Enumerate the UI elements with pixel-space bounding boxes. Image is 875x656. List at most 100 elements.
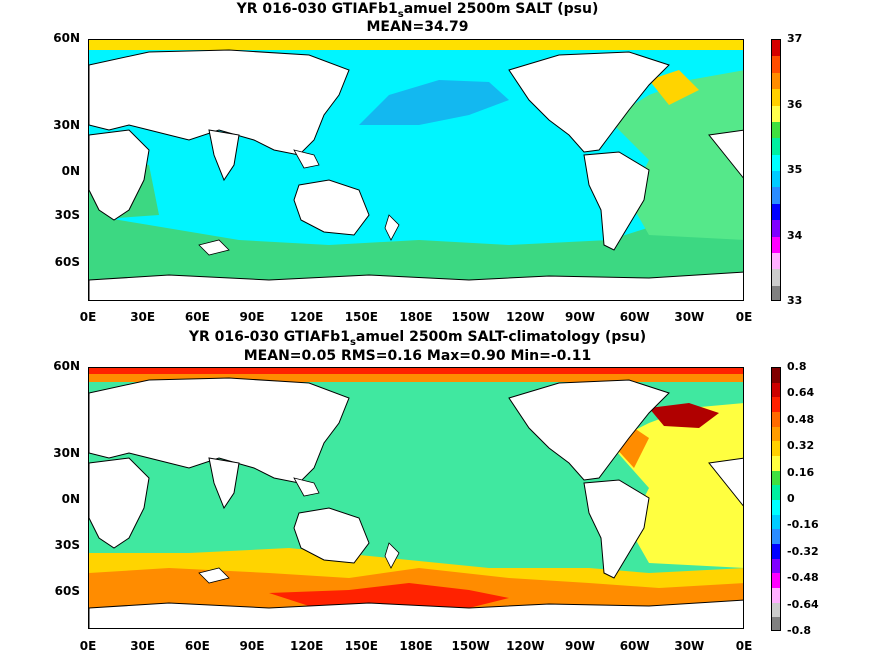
map2-title: YR 016-030 GTIAFb1samuel 2500m SALT-clim…	[188, 329, 647, 348]
map2-colorbar-swatch	[772, 411, 780, 427]
map2-land-africa-east	[708, 457, 743, 507]
map2-lon-label: 180E	[399, 639, 433, 653]
map2-colorbar-swatch	[772, 470, 780, 486]
map2-lon-label: 90E	[239, 639, 265, 653]
map2-colorbar-swatch	[772, 543, 780, 559]
map1-colorbar-swatch	[772, 138, 780, 155]
map2-lon-label: 120E	[290, 639, 324, 653]
map2-colorbar-label: -0.48	[787, 571, 819, 585]
map1-colorbar-label: 35	[787, 163, 803, 176]
map2-colorbar-swatch	[772, 587, 780, 603]
map1-field	[89, 40, 743, 300]
map1-lat-60n: 60N	[53, 31, 80, 45]
map1-land-africa-east	[708, 129, 743, 179]
map2-land-south-america	[583, 479, 650, 579]
map1-lon-label: 30E	[130, 310, 156, 324]
map2-colorbar-swatch	[772, 368, 780, 383]
map2-land-australia	[293, 507, 370, 564]
map1-land-eurasia	[89, 49, 350, 156]
map1-lon-label: 60W	[619, 310, 650, 324]
map2-plot	[88, 367, 744, 629]
map2-atlantic-orange	[614, 428, 649, 468]
map1-colorbar-swatch	[772, 187, 780, 204]
map2-colorbar-label: -0.8	[787, 624, 812, 637]
map2-colorbar-label: 0.16	[787, 465, 815, 479]
map1-lat-60s: 60S	[54, 255, 80, 269]
map2-colorbar-label: 0.32	[787, 439, 815, 453]
map1-colorbar-swatch	[772, 154, 780, 171]
map2-lat-60s: 60S	[54, 584, 80, 598]
map2-colorbar-label: -0.32	[787, 544, 819, 558]
map1-lon-label: 180E	[399, 310, 433, 324]
map1-lon-label: 150W	[451, 310, 490, 324]
map1-southern-band	[89, 200, 743, 300]
map2-lat-30n: 30N	[53, 446, 80, 460]
map1-lat-0n: 0N	[61, 164, 80, 178]
map1-north-pacific	[359, 80, 509, 125]
map2-lon-label: 150E	[344, 639, 378, 653]
map1-lon-label: 90E	[239, 310, 265, 324]
map2-colorbar	[771, 367, 781, 631]
map2-lon-label: 0E	[79, 639, 97, 653]
map1-lon-label: 30W	[674, 310, 705, 324]
map2-lat-0n: 0N	[61, 492, 80, 506]
map2-land-eurasia	[89, 377, 350, 484]
map2-lat-30s: 30S	[54, 538, 80, 552]
map1-colorbar	[771, 39, 781, 301]
map2-land-islands	[198, 477, 400, 584]
map2-lon-label: 30W	[674, 639, 705, 653]
map2-colorbar-swatch	[772, 602, 780, 618]
map2-land-africa	[89, 457, 150, 549]
map1-plot	[88, 39, 744, 301]
map2-field	[89, 368, 743, 628]
map1-colorbar-swatch	[772, 252, 780, 270]
map1-lat-30n: 30N	[53, 118, 80, 132]
map2-lon-label: 150W	[451, 639, 490, 653]
map1-colorbar-swatch	[772, 220, 780, 237]
map1-lon-label: 90W	[565, 310, 595, 324]
map1-lon-label: 150E	[344, 310, 378, 324]
map1-colorbar-swatch	[772, 105, 780, 122]
map2-colorbar-swatch	[772, 455, 780, 471]
map1-land-australia	[293, 179, 370, 236]
map2-colorbar-swatch	[772, 441, 780, 456]
map1-land-north-america	[508, 51, 670, 153]
map2-stats: MEAN=0.05 RMS=0.16 Max=0.90 Min=-0.11	[243, 348, 592, 364]
map1-colorbar-label: 34	[787, 228, 803, 242]
map2-land-north-america	[508, 379, 670, 481]
map1-colorbar-swatch	[772, 56, 780, 73]
map1-colorbar-swatch	[772, 203, 780, 221]
map2-colorbar-label: 0.8	[787, 360, 807, 373]
map2-land-india	[208, 457, 240, 510]
map2-lon-label: 30E	[130, 639, 156, 653]
map2-land-antarctica	[89, 599, 743, 628]
map1-lat-30s: 30S	[54, 208, 80, 222]
map1-land-africa	[89, 129, 150, 221]
map2-colorbar-swatch	[772, 558, 780, 574]
map2-arctic-red	[89, 368, 743, 374]
map1-mean: MEAN=34.79	[366, 19, 469, 35]
map1-colorbar-swatch	[772, 72, 780, 90]
map1-lon-label: 120E	[290, 310, 324, 324]
map1-land-antarctica	[89, 271, 743, 300]
map2-nordic-dark	[649, 403, 719, 428]
map1-lon-label: 0E	[735, 310, 753, 324]
map1-colorbar-swatch	[772, 285, 780, 300]
map1-colorbar-swatch	[772, 121, 780, 139]
map1-land-india	[208, 129, 240, 182]
map1-arctic	[89, 40, 743, 50]
map1-land-islands	[198, 149, 400, 256]
map2-colorbar-label: 0	[787, 492, 795, 505]
map2-lon-label: 90W	[565, 639, 595, 653]
map2-colorbar-swatch	[772, 529, 780, 544]
map2-band-red	[269, 583, 509, 608]
map2-lat-60n: 60N	[53, 359, 80, 373]
map2-colorbar-label: 0.48	[787, 412, 815, 426]
map2-lon-label: 60W	[619, 639, 650, 653]
map1-labrador	[649, 70, 699, 105]
map1-colorbar-swatch	[772, 236, 780, 253]
map2-colorbar-swatch	[772, 397, 780, 412]
map2-colorbar-swatch	[772, 573, 780, 588]
map1-colorbar-label: 36	[787, 97, 803, 111]
map2-colorbar-label: -0.16	[787, 518, 819, 532]
